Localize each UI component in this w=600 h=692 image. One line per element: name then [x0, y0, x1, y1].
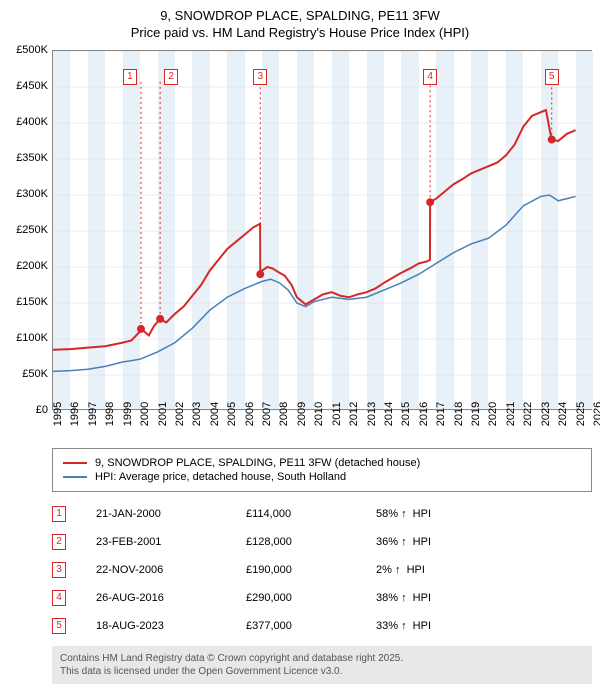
row-marker: 1 [52, 506, 66, 522]
sale-marker: 4 [423, 69, 437, 85]
row-pct: 38% ↑ HPI [376, 592, 496, 604]
footer-line1: Contains HM Land Registry data © Crown c… [60, 652, 584, 665]
row-marker: 5 [52, 618, 66, 634]
sale-marker: 2 [164, 69, 178, 85]
row-pct: 2% ↑ HPI [376, 564, 496, 576]
y-axis-label: £400K [8, 116, 48, 128]
sales-table: 1 21-JAN-2000 £114,000 58% ↑ HPI2 23-FEB… [52, 500, 592, 640]
y-axis-label: £50K [8, 368, 48, 380]
legend-label: HPI: Average price, detached house, Sout… [95, 471, 346, 483]
y-axis-label: £500K [8, 44, 48, 56]
table-row: 3 22-NOV-2006 £190,000 2% ↑ HPI [52, 556, 592, 584]
sale-marker: 1 [123, 69, 137, 85]
row-pct: 33% ↑ HPI [376, 620, 496, 632]
row-marker: 3 [52, 562, 66, 578]
table-row: 5 18-AUG-2023 £377,000 33% ↑ HPI [52, 612, 592, 640]
y-axis-label: £100K [8, 332, 48, 344]
y-axis-label: £450K [8, 80, 48, 92]
plot-region: 1 2 3 4 5 [52, 50, 592, 410]
row-price: £114,000 [246, 508, 376, 520]
row-date: 21-JAN-2000 [96, 508, 246, 520]
row-date: 23-FEB-2001 [96, 536, 246, 548]
chart-title: 9, SNOWDROP PLACE, SPALDING, PE11 3FW [8, 8, 592, 23]
y-axis-label: £300K [8, 188, 48, 200]
table-row: 4 26-AUG-2016 £290,000 38% ↑ HPI [52, 584, 592, 612]
legend-item: 9, SNOWDROP PLACE, SPALDING, PE11 3FW (d… [63, 457, 581, 469]
sale-marker: 3 [253, 69, 267, 85]
y-axis-label: £150K [8, 296, 48, 308]
table-row: 2 23-FEB-2001 £128,000 36% ↑ HPI [52, 528, 592, 556]
row-marker: 2 [52, 534, 66, 550]
x-axis-label: 2026 [592, 402, 600, 426]
footer-line2: This data is licensed under the Open Gov… [60, 665, 584, 678]
legend: 9, SNOWDROP PLACE, SPALDING, PE11 3FW (d… [52, 448, 592, 492]
row-price: £290,000 [246, 592, 376, 604]
footer-attribution: Contains HM Land Registry data © Crown c… [52, 646, 592, 684]
sale-marker: 5 [545, 69, 559, 85]
chart-subtitle: Price paid vs. HM Land Registry's House … [8, 25, 592, 40]
row-pct: 58% ↑ HPI [376, 508, 496, 520]
y-axis-label: £250K [8, 224, 48, 236]
row-pct: 36% ↑ HPI [376, 536, 496, 548]
row-date: 26-AUG-2016 [96, 592, 246, 604]
row-price: £128,000 [246, 536, 376, 548]
row-price: £377,000 [246, 620, 376, 632]
y-axis-label: £200K [8, 260, 48, 272]
row-marker: 4 [52, 590, 66, 606]
row-date: 18-AUG-2023 [96, 620, 246, 632]
legend-item: HPI: Average price, detached house, Sout… [63, 471, 581, 483]
row-date: 22-NOV-2006 [96, 564, 246, 576]
legend-swatch [63, 476, 87, 478]
legend-label: 9, SNOWDROP PLACE, SPALDING, PE11 3FW (d… [95, 457, 420, 469]
y-axis-label: £350K [8, 152, 48, 164]
row-price: £190,000 [246, 564, 376, 576]
chart-area: £0 £50K £100K £150K £200K £250K £300K £350K £400… [8, 50, 592, 440]
table-row: 1 21-JAN-2000 £114,000 58% ↑ HPI [52, 500, 592, 528]
legend-swatch [63, 462, 87, 464]
y-axis-label: £0 [8, 404, 48, 416]
